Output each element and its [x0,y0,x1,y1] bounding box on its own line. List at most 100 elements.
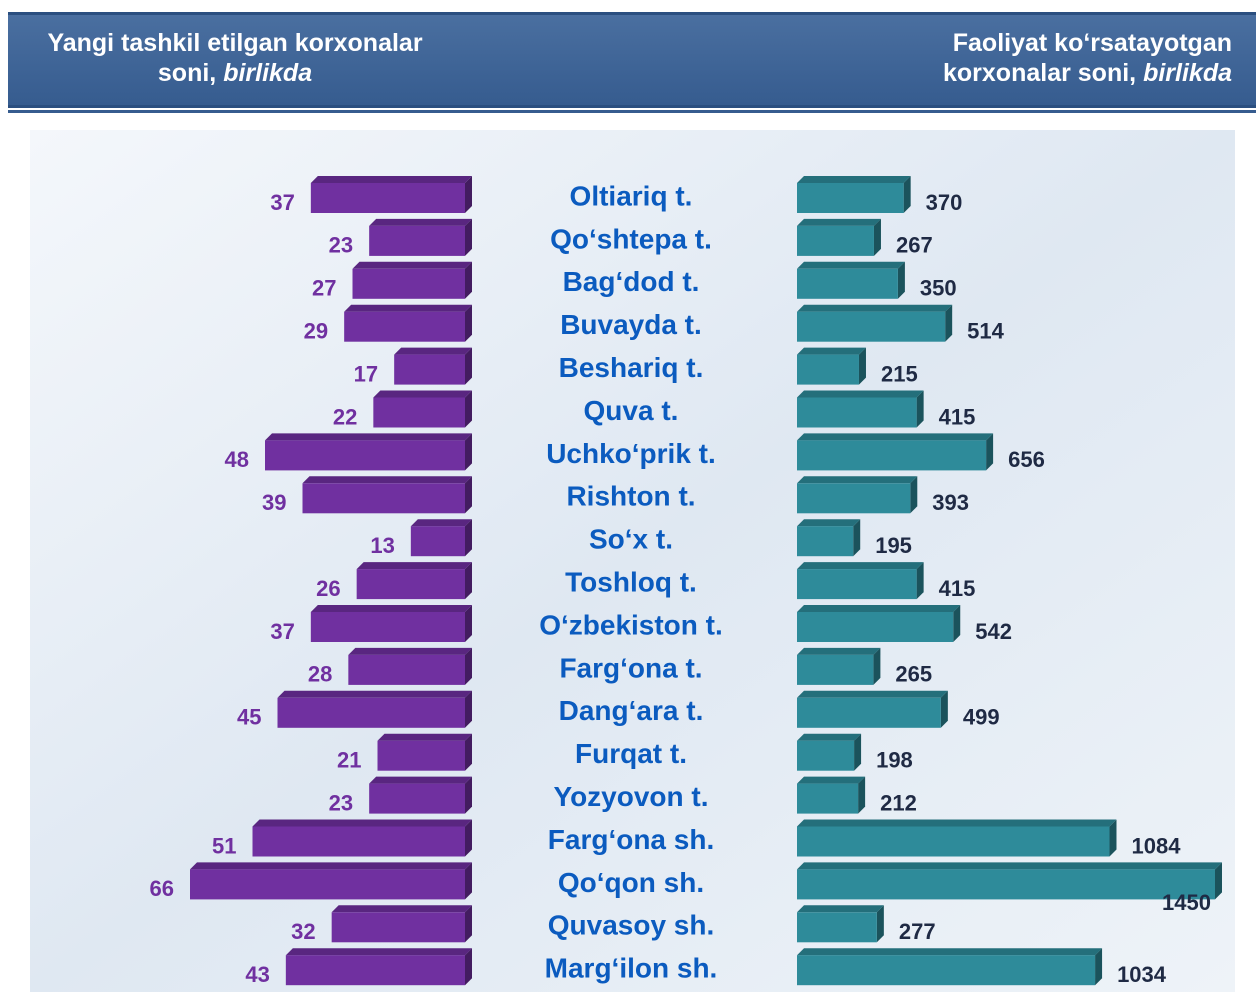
bar-top [797,948,1102,955]
value-label: 499 [963,705,1000,730]
value-label: 45 [237,705,261,730]
bar-top [265,433,472,440]
bar [411,526,465,556]
bar-top [286,948,472,955]
bar [353,269,466,299]
bar [357,569,465,599]
bar-top [797,348,866,355]
category-label: Dang‘ara t. [559,695,704,726]
category-label: Yozyovon t. [553,781,708,812]
bar-top [369,219,472,226]
value-label: 23 [329,790,353,815]
bar-top [357,562,472,569]
bar-top [369,777,472,784]
bar [373,398,465,428]
category-label: Toshloq t. [565,566,697,597]
bar-top [311,605,472,612]
bar [797,483,910,513]
bar [344,312,465,342]
bar [797,440,986,470]
bar [311,612,465,642]
value-label: 26 [316,576,340,601]
value-label: 1034 [1117,962,1167,987]
value-label: 51 [212,833,236,858]
value-label: 28 [308,662,332,687]
value-label: 1084 [1131,833,1181,858]
value-label: 23 [329,233,353,258]
bar [278,698,466,728]
value-label: 195 [875,533,912,558]
bar-top [797,905,884,912]
category-label: Furqat t. [575,738,687,769]
bar-top [797,862,1222,869]
bar [348,655,465,685]
value-label: 277 [899,919,936,944]
bar [797,741,854,771]
bar [797,784,858,814]
bar-top [348,648,472,655]
bar-top [797,176,911,183]
bar-top [797,820,1116,827]
bar-top [797,519,860,526]
bar [797,698,941,728]
bar-top [797,605,960,612]
category-label: Marg‘ilon sh. [545,953,718,984]
value-label: 198 [876,748,913,773]
bar-top [190,862,472,869]
value-label: 43 [245,962,269,987]
value-label: 29 [304,319,328,344]
value-label: 37 [270,190,294,215]
bar [369,784,465,814]
value-label: 265 [895,662,932,687]
bar-top [394,348,472,355]
value-label: 27 [312,276,336,301]
page: Yangi tashkil etilgan korxonalar soni, b… [0,0,1256,992]
bar [797,955,1095,985]
bar-top [344,305,472,312]
bar [797,312,945,342]
bar-top [797,305,952,312]
bar [378,741,466,771]
bar [797,612,953,642]
bar-top [278,691,473,698]
value-label: 32 [291,919,315,944]
value-label: 542 [975,619,1012,644]
bar-top [411,519,472,526]
category-label: Quvasoy sh. [548,910,715,941]
bar [797,912,877,942]
bar-top [353,262,473,269]
value-label: 39 [262,490,286,515]
category-label: Farg‘ona sh. [548,824,714,855]
value-label: 215 [881,361,918,386]
category-label: Quva t. [584,395,679,426]
value-label: 21 [337,748,361,773]
bar-top [797,476,917,483]
bar [265,440,465,470]
bar-top [303,476,473,483]
value-label: 48 [225,447,249,472]
value-label: 17 [354,361,378,386]
bar [797,655,873,685]
bar [797,226,874,256]
category-label: Bag‘dod t. [563,266,700,297]
category-label: Rishton t. [566,481,695,512]
bar-top [797,562,924,569]
value-label: 212 [880,790,917,815]
value-label: 350 [920,276,957,301]
category-label: Qo‘shtepa t. [550,223,712,254]
category-label: O‘zbekiston t. [539,609,723,640]
category-label: Qo‘qon sh. [558,867,704,898]
value-label: 514 [967,319,1004,344]
category-label: Beshariq t. [559,352,704,383]
category-label: Farg‘ona t. [559,652,702,683]
bar [797,269,898,299]
bar [797,869,1215,899]
value-label: 13 [370,533,394,558]
bar-top [797,391,924,398]
bar [286,955,465,985]
bar [797,827,1109,857]
value-label: 267 [896,233,933,258]
bar [253,827,466,857]
category-label: Buvayda t. [560,309,702,340]
value-label: 393 [932,490,969,515]
